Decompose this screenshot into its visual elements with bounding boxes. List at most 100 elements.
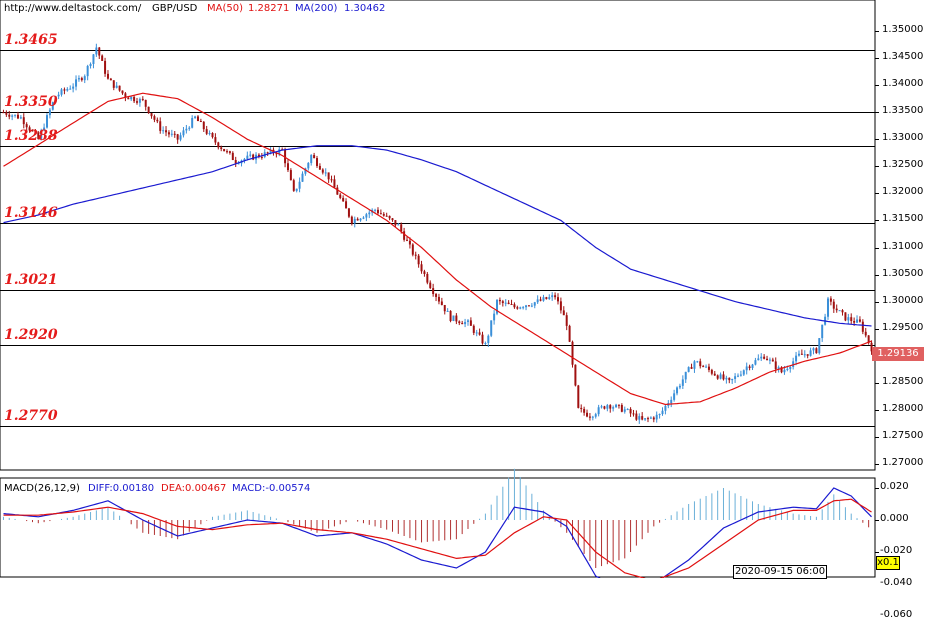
candle-body (327, 172, 330, 180)
candle-body (826, 298, 829, 317)
candle-body (22, 117, 25, 125)
candle-body (75, 79, 78, 87)
candle-body (226, 151, 229, 153)
candle-body (426, 273, 429, 283)
candle-body (437, 296, 440, 302)
candle-body (713, 373, 716, 376)
symbol-label: GBP/USD (152, 3, 198, 14)
candle-body (594, 414, 597, 417)
candle-body (25, 124, 28, 128)
macd-tick-label: -0.060 (880, 609, 913, 620)
candle-body (298, 181, 301, 189)
candle-body (736, 375, 739, 377)
level-label: 1.3465 (4, 31, 58, 48)
candle-body (28, 127, 31, 131)
candle-body (121, 90, 124, 94)
candle-body (379, 213, 382, 215)
candle-body (597, 407, 600, 415)
candle-body (345, 201, 348, 209)
candle-body (48, 109, 51, 116)
candle-body (165, 130, 168, 133)
candle-body (641, 416, 644, 420)
candle-body (498, 299, 501, 302)
level-label: 1.3350 (4, 93, 58, 110)
candle-body (478, 332, 481, 335)
candle-body (632, 413, 635, 415)
candle-body (513, 304, 516, 308)
candle-body (731, 378, 734, 381)
candle-body (783, 369, 786, 373)
candle-body (429, 282, 432, 289)
candle-body (330, 179, 333, 181)
candle-body (829, 298, 832, 302)
candle-body (574, 364, 577, 386)
level-label: 1.3146 (4, 204, 58, 221)
candle-body (86, 65, 89, 77)
candle-body (742, 370, 745, 375)
candle-body (809, 350, 812, 356)
candle-body (109, 78, 112, 81)
candle-body (522, 307, 525, 309)
candle-body (792, 361, 795, 367)
candle-body (411, 244, 414, 255)
macd-tick-label: 0.020 (880, 481, 909, 492)
candle-body (385, 215, 388, 217)
macd-dea-line (3, 498, 872, 578)
candle-body (800, 353, 803, 355)
macd-value: MACD:-0.00574 (232, 483, 311, 494)
candle-body (670, 399, 673, 404)
zoom-factor[interactable]: x0.1 (876, 556, 900, 570)
candle-body (481, 334, 484, 344)
candle-body (507, 302, 510, 305)
candle-body (615, 404, 618, 408)
candle-body (391, 218, 394, 221)
candle-body (774, 361, 777, 370)
site-url[interactable]: http://www.deltastock.com/ (4, 3, 142, 14)
candle-body (580, 407, 583, 409)
candle-body (838, 310, 841, 312)
candle-body (458, 321, 461, 324)
candle-body (304, 168, 307, 174)
candle-body (324, 172, 327, 174)
candle-body (170, 133, 173, 135)
candle-body (127, 97, 130, 100)
candle-body (588, 416, 591, 418)
candle-body (156, 119, 159, 122)
candle-body (150, 113, 153, 117)
candle-body (603, 406, 606, 409)
candle-body (763, 356, 766, 359)
macd-dea: DEA:0.00467 (161, 483, 227, 494)
candle-body (249, 154, 252, 156)
candle-body (533, 302, 536, 306)
candle-body (246, 155, 249, 159)
candle-body (464, 321, 467, 325)
candle-body (60, 89, 63, 95)
candle-body (211, 132, 214, 138)
candle-body (173, 133, 176, 135)
candle-body (681, 379, 684, 386)
candle-body (490, 320, 493, 336)
candle-body (5, 112, 8, 115)
level-label: 1.2920 (4, 326, 58, 343)
candle-body (19, 117, 22, 119)
candle-body (196, 116, 199, 122)
candle-body (702, 366, 705, 368)
candle-body (612, 407, 615, 409)
candle-body (57, 94, 60, 97)
candle-body (504, 302, 507, 304)
price-tick-label: 1.27000 (882, 457, 924, 468)
ma50-label: MA(50) (207, 3, 243, 14)
candle-body (510, 304, 513, 306)
candle-body (208, 132, 211, 134)
candle-body (333, 179, 336, 188)
candle-body (446, 310, 449, 312)
candle-body (205, 129, 208, 134)
candle-body (777, 367, 780, 370)
candle-body (565, 315, 568, 326)
candle-body (162, 130, 165, 132)
candle-body (530, 305, 533, 307)
candle-body (705, 366, 708, 368)
price-tick-label: 1.29500 (882, 322, 924, 333)
candle-body (284, 149, 287, 164)
